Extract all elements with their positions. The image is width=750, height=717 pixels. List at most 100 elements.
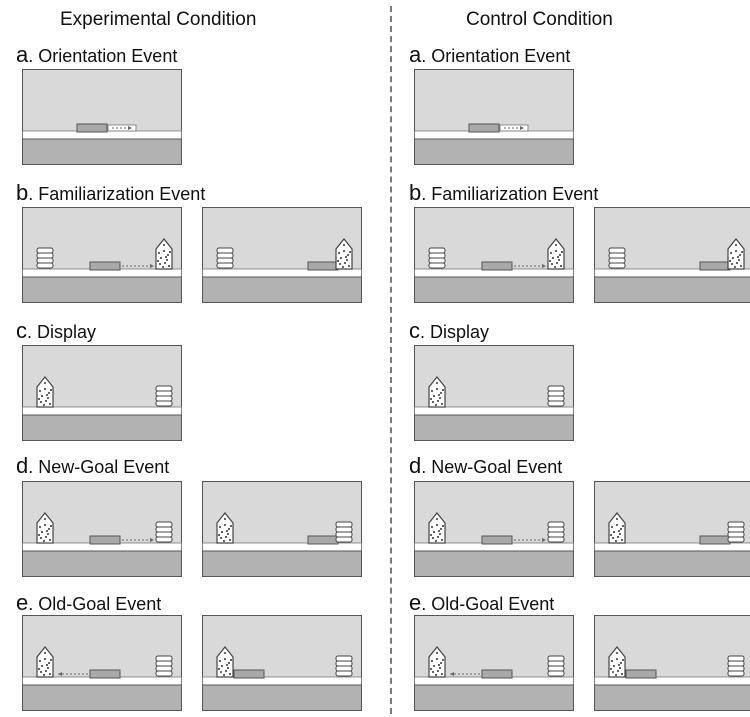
claw-object — [481, 261, 513, 271]
claw-object — [481, 669, 513, 679]
ctrl-familiarization-scene-2 — [594, 207, 750, 303]
scene-drawing — [594, 481, 750, 577]
dotted-tower-object — [727, 238, 745, 270]
row-letter: d — [409, 453, 422, 478]
claw-object — [699, 261, 731, 271]
floor — [22, 276, 182, 303]
row-text: . New-Goal Event — [421, 457, 563, 477]
scene-drawing — [22, 207, 182, 303]
floor — [414, 276, 574, 303]
stacked-rings-object — [155, 385, 173, 407]
row-text: . New-Goal Event — [28, 457, 170, 477]
claw-object — [89, 535, 121, 545]
dotted-tower-object — [36, 512, 54, 544]
stacked-rings-object — [155, 521, 173, 543]
dotted-tower-object — [155, 238, 173, 270]
exp-new-goal-scene-1 — [22, 481, 182, 577]
exp-orientation-scene — [22, 69, 182, 165]
ctrl-row-c-label: c. Display — [409, 320, 489, 343]
scene-drawing — [202, 481, 362, 577]
condition-divider — [390, 6, 392, 714]
motion-arrow — [504, 126, 524, 130]
row-text: . Familiarization Event — [421, 184, 599, 204]
exp-row-c-label: c. Display — [16, 320, 96, 343]
ctrl-old-goal-scene-2 — [594, 615, 750, 711]
floor — [594, 684, 750, 711]
dotted-tower-object — [608, 646, 626, 678]
floor — [414, 684, 574, 711]
ctrl-row-b-label: b. Familiarization Event — [409, 182, 598, 205]
motion-arrow — [514, 538, 546, 542]
stage-strip — [202, 676, 362, 686]
floor — [22, 684, 182, 711]
row-letter: e — [409, 590, 422, 615]
stacked-rings-object — [608, 247, 626, 269]
ctrl-familiarization-scene-1 — [414, 207, 574, 303]
row-text: . Familiarization Event — [28, 184, 206, 204]
stacked-rings-object — [335, 521, 353, 543]
stage-strip — [22, 406, 182, 416]
ctrl-new-goal-scene-1 — [414, 481, 574, 577]
scene-drawing — [22, 345, 182, 441]
row-letter: e — [16, 590, 29, 615]
floor — [22, 138, 182, 165]
row-text: . Orientation Event — [421, 46, 571, 66]
floor — [594, 550, 750, 577]
row-text: . Display — [420, 322, 490, 342]
exp-new-goal-scene-2 — [202, 481, 362, 577]
claw-object — [468, 123, 500, 133]
ctrl-old-goal-scene-1 — [414, 615, 574, 711]
scene-drawing — [22, 615, 182, 711]
motion-arrow — [450, 672, 480, 676]
scene-drawing — [594, 615, 750, 711]
stacked-rings-object — [727, 655, 745, 677]
dotted-tower-object — [335, 238, 353, 270]
claw-object — [481, 535, 513, 545]
row-letter: c — [16, 318, 27, 343]
dotted-tower-object — [428, 646, 446, 678]
claw-object — [307, 535, 339, 545]
stage-strip — [414, 406, 574, 416]
scene-drawing — [22, 69, 182, 165]
ctrl-row-a-label: a. Orientation Event — [409, 44, 570, 67]
floor — [594, 276, 750, 303]
exp-old-goal-scene-1 — [22, 615, 182, 711]
exp-row-b-label: b. Familiarization Event — [16, 182, 205, 205]
dotted-tower-object — [36, 646, 54, 678]
stacked-rings-object — [547, 521, 565, 543]
stacked-rings-object — [428, 247, 446, 269]
ctrl-row-d-label: d. New-Goal Event — [409, 455, 562, 478]
ctrl-display-scene — [414, 345, 574, 441]
floor — [22, 414, 182, 441]
motion-arrow — [122, 264, 154, 268]
scene-drawing — [414, 207, 574, 303]
dotted-tower-object — [608, 512, 626, 544]
dotted-tower-object — [36, 376, 54, 408]
claw-object — [699, 535, 731, 545]
motion-arrow — [122, 538, 154, 542]
row-letter: d — [16, 453, 29, 478]
claw-object — [625, 669, 657, 679]
stage-strip — [594, 676, 750, 686]
motion-arrow — [514, 264, 546, 268]
scene-drawing — [414, 69, 574, 165]
row-letter: b — [16, 180, 29, 205]
row-letter: a — [409, 42, 422, 67]
claw-object — [233, 669, 265, 679]
exp-row-a-label: a. Orientation Event — [16, 44, 177, 67]
exp-row-d-label: d. New-Goal Event — [16, 455, 169, 478]
exp-display-scene — [22, 345, 182, 441]
exp-old-goal-scene-2 — [202, 615, 362, 711]
floor — [202, 550, 362, 577]
stacked-rings-object — [155, 655, 173, 677]
stacked-rings-object — [727, 521, 745, 543]
dotted-tower-object — [216, 512, 234, 544]
claw-object — [307, 261, 339, 271]
scene-drawing — [202, 615, 362, 711]
row-text: . Old-Goal Event — [421, 594, 555, 614]
dotted-tower-object — [216, 646, 234, 678]
dotted-tower-object — [428, 512, 446, 544]
motion-arrow — [58, 672, 88, 676]
ctrl-orientation-scene — [414, 69, 574, 165]
